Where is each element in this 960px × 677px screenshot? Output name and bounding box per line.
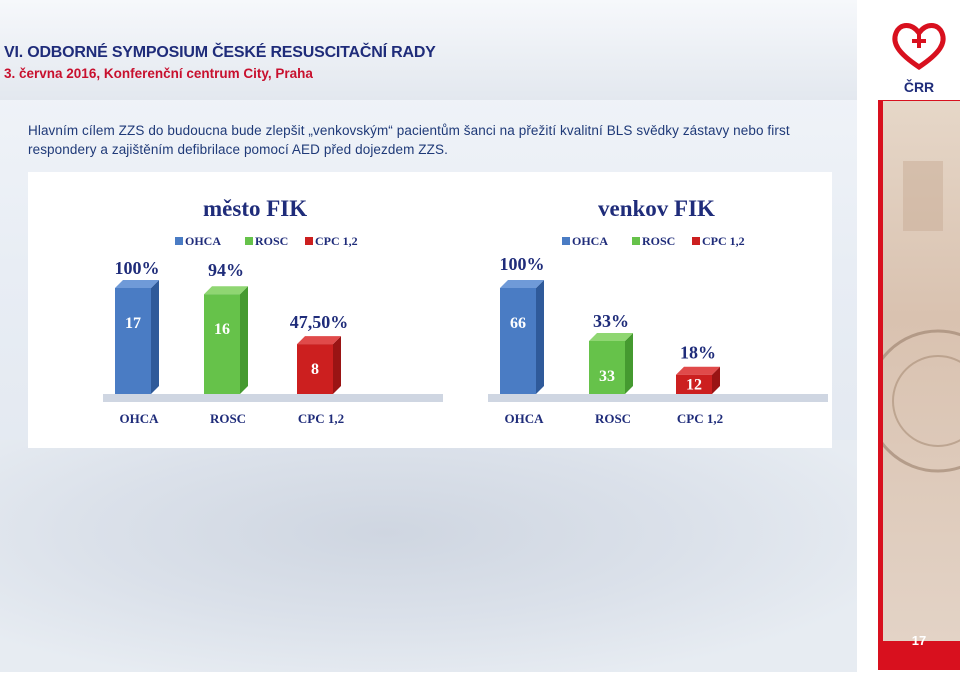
crr-logo: ČRR — [878, 5, 960, 100]
bar-top-cpc — [676, 366, 720, 375]
legend-label-cpc: CPC 1,2 — [315, 234, 358, 248]
bar-percent-label: 33% — [593, 311, 629, 331]
legend-swatch-ohca — [562, 237, 570, 245]
bar-top-ohca — [500, 280, 544, 288]
bar-side-rosc — [240, 286, 248, 394]
bar-side-rosc — [625, 333, 633, 394]
bar-percent-label: 94% — [208, 260, 244, 280]
bar-value-label: 17 — [125, 315, 141, 332]
bar-side-cpc — [333, 336, 341, 394]
category-label: ROSC — [595, 411, 631, 426]
slide-main-panel: VI. ODBORNÉ SYMPOSIUM ČESKÉ RESUSCITAČNÍ… — [0, 0, 857, 672]
bar-percent-label: 100% — [115, 258, 160, 278]
legend-swatch-rosc — [245, 237, 253, 245]
bar-value-label: 12 — [686, 376, 702, 393]
bar-side-cpc — [712, 366, 720, 394]
chart-title: město FIK — [203, 196, 307, 221]
legend-label-ohca: OHCA — [185, 234, 221, 248]
bar-top-rosc — [204, 286, 248, 295]
slide-header: VI. ODBORNÉ SYMPOSIUM ČESKÉ RESUSCITAČNÍ… — [0, 0, 857, 100]
legend-label-rosc: ROSC — [642, 234, 675, 248]
bar-percent-label: 47,50% — [290, 312, 349, 332]
chart-area — [103, 190, 451, 427]
heart-logo-icon — [892, 23, 946, 71]
bar-top-ohca — [115, 280, 159, 288]
legend-swatch-rosc — [632, 237, 640, 245]
category-label: CPC 1,2 — [298, 411, 344, 426]
bar-side-ohca — [536, 280, 544, 394]
bar-cpc — [676, 374, 712, 394]
chart-title: venkov FIK — [598, 196, 715, 221]
category-label: OHCA — [120, 411, 160, 426]
legend-label-rosc: ROSC — [255, 234, 288, 248]
slide-description: Hlavním cílem ZZS do budoucna bude zlepš… — [28, 123, 790, 157]
category-label: CPC 1,2 — [677, 411, 723, 426]
bar-side-ohca — [151, 280, 159, 394]
sidebar: ČRR 17 — [866, 5, 960, 670]
legend-swatch-cpc — [692, 237, 700, 245]
bar-rosc — [589, 341, 625, 394]
bar-value-label: 33 — [599, 368, 615, 385]
bar-cpc — [297, 344, 333, 394]
legend-swatch-cpc — [305, 237, 313, 245]
bar-value-label: 66 — [510, 315, 526, 332]
legend-label-cpc: CPC 1,2 — [702, 234, 745, 248]
logo-label: ČRR — [903, 79, 935, 95]
legend-label-ohca: OHCA — [572, 234, 608, 248]
bar-value-label: 8 — [311, 361, 319, 378]
bar-value-label: 16 — [214, 321, 230, 338]
astronomical-clock-image — [866, 101, 960, 641]
header-title: VI. ODBORNÉ SYMPOSIUM ČESKÉ RESUSCITAČNÍ… — [4, 44, 436, 61]
category-label: OHCA — [505, 411, 545, 426]
bar-percent-label: 100% — [500, 254, 545, 274]
legend-swatch-ohca — [175, 237, 183, 245]
chart-area — [488, 190, 832, 427]
chart-panel: město FIK OHCA ROSC CPC 1,2 17 100% OHCA 16 94% R… — [28, 172, 832, 448]
bar-ohca — [500, 288, 536, 394]
bar-rosc — [204, 294, 240, 394]
bar-charts: město FIK OHCA ROSC CPC 1,2 17 100% OHCA 16 94% R… — [103, 190, 832, 427]
background-statue-image — [0, 440, 857, 672]
bar-ohca — [115, 288, 151, 394]
bar-top-cpc — [297, 336, 341, 345]
bar-top-rosc — [589, 333, 633, 341]
bar-percent-label: 18% — [680, 343, 716, 363]
category-label: ROSC — [210, 411, 246, 426]
header-subtitle: 3. června 2016, Konferenční centrum City… — [4, 66, 313, 81]
page-number: 17 — [911, 633, 927, 648]
clock-decoration-icon — [866, 161, 960, 473]
